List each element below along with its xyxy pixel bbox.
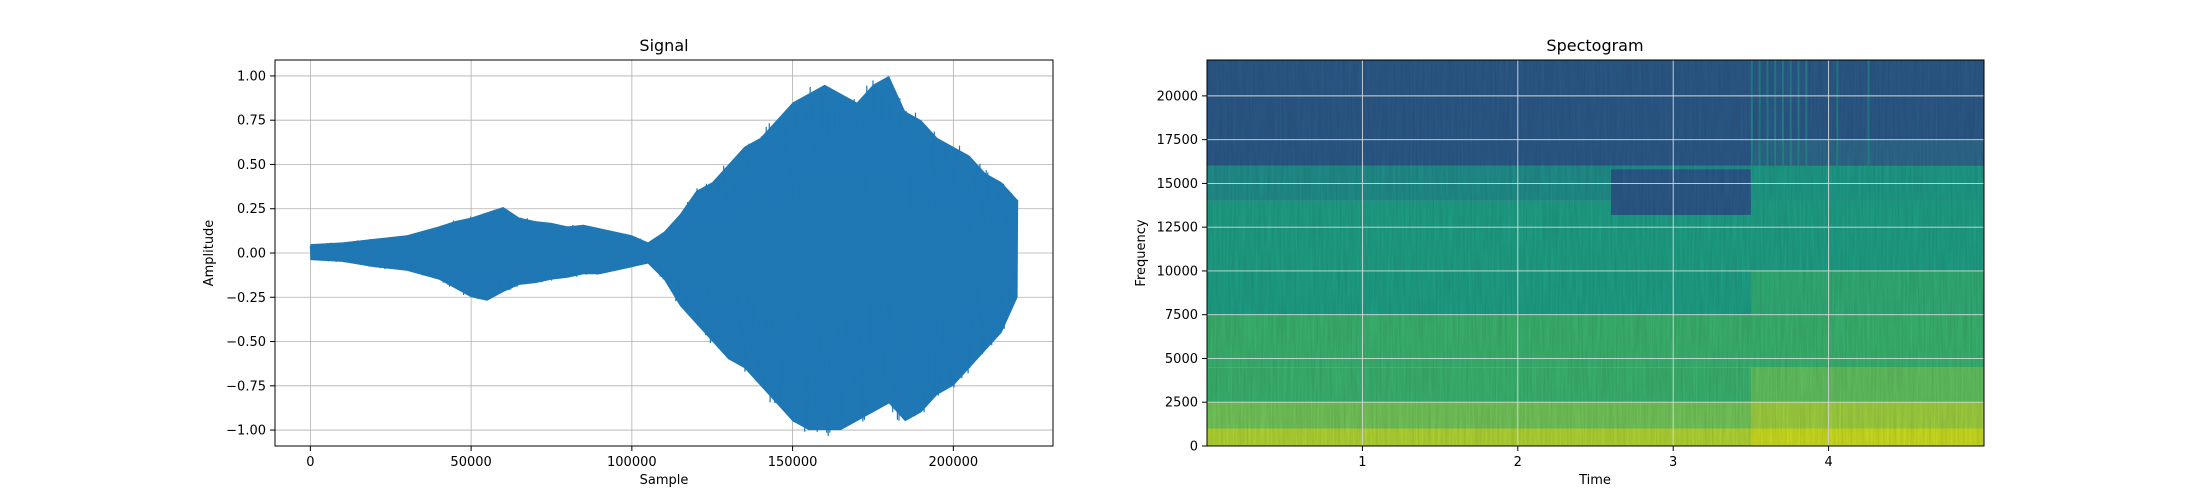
spectrogram-ylabel: Frequency xyxy=(1134,219,1149,286)
spectrogram-grid xyxy=(1207,60,1984,447)
signal-y-tick-label: 0.00 xyxy=(237,247,266,262)
spectrogram-y-ticks: 0 2500 5000 7500 10000 12500 15000 17500 20000 xyxy=(1157,89,1207,455)
spectrogram-title: Spectogram xyxy=(1546,36,1643,55)
spectrogram-y-tick-label: 7500 xyxy=(1165,308,1198,323)
signal-ylabel: Amplitude xyxy=(202,220,217,287)
signal-x-tick-label: 200000 xyxy=(929,455,979,470)
spectrogram-x-tick-label: 1 xyxy=(1358,455,1366,470)
signal-y-tick-label: −0.25 xyxy=(226,291,266,306)
signal-y-tick-label: 0.75 xyxy=(237,114,266,129)
signal-x-tick-label: 150000 xyxy=(768,455,818,470)
spectrogram-y-tick-label: 12500 xyxy=(1157,221,1198,236)
signal-x-tick-label: 50000 xyxy=(450,455,491,470)
signal-title: Signal xyxy=(639,36,688,55)
spectrogram-plot: Spectogram 1 2 3 4 0 2500 5000 7500 10000 12500 1… xyxy=(1134,36,1985,488)
spectrogram-y-tick-label: 5000 xyxy=(1165,352,1198,367)
spectrogram-x-tick-label: 3 xyxy=(1669,455,1677,470)
spectrogram-y-tick-label: 15000 xyxy=(1157,177,1198,192)
signal-y-tick-label: 0.50 xyxy=(237,158,266,173)
signal-y-tick-label: −0.75 xyxy=(226,379,266,394)
spectrogram-y-tick-label: 2500 xyxy=(1165,396,1198,411)
signal-x-ticks: 0 50000 100000 150000 200000 xyxy=(306,446,978,470)
signal-y-tick-label: −0.50 xyxy=(226,335,266,350)
signal-xlabel: Sample xyxy=(640,473,689,488)
spectrogram-x-tick-label: 4 xyxy=(1824,455,1832,470)
spectrogram-frame xyxy=(1206,59,1985,447)
signal-x-tick-label: 100000 xyxy=(607,455,657,470)
spectrogram-x-ticks: 1 2 3 4 xyxy=(1358,446,1833,470)
spectrogram-y-tick-label: 17500 xyxy=(1157,133,1198,148)
spectrogram-x-tick-label: 2 xyxy=(1514,455,1522,470)
spectrogram-y-tick-label: 10000 xyxy=(1157,264,1198,279)
signal-waveform-detail xyxy=(309,80,1019,437)
spectrogram-texture xyxy=(1207,60,1984,446)
spectrogram-xlabel: Time xyxy=(1578,473,1611,488)
signal-plot: Signal 0 50000 100000 150000 200000 1.00 0.75… xyxy=(202,36,1054,488)
spectrogram-y-tick-label: 20000 xyxy=(1157,89,1198,104)
signal-y-ticks: 1.00 0.75 0.50 0.25 0.00 −0.25 −0.50 −0.75 −1.00 xyxy=(226,69,275,439)
spectrogram-y-tick-label: 0 xyxy=(1190,440,1198,455)
signal-y-tick-label: −1.00 xyxy=(226,424,266,439)
signal-x-tick-label: 0 xyxy=(306,455,314,470)
signal-y-tick-label: 1.00 xyxy=(237,69,266,84)
signal-line xyxy=(309,80,1019,437)
signal-y-tick-label: 0.25 xyxy=(237,202,266,217)
